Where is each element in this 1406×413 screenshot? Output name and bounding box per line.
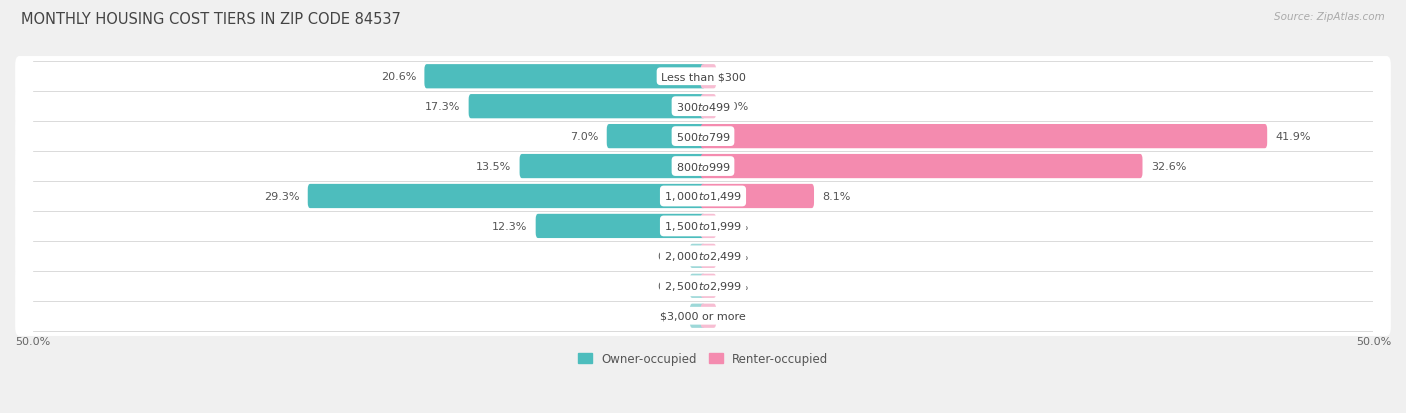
Text: $1,500 to $1,999: $1,500 to $1,999 (664, 220, 742, 233)
FancyBboxPatch shape (15, 116, 1391, 157)
Legend: Owner-occupied, Renter-occupied: Owner-occupied, Renter-occupied (572, 348, 834, 370)
FancyBboxPatch shape (15, 147, 1391, 187)
FancyBboxPatch shape (700, 154, 1143, 179)
FancyBboxPatch shape (607, 125, 706, 149)
FancyBboxPatch shape (700, 214, 716, 238)
FancyBboxPatch shape (520, 154, 706, 179)
Text: 0.0%: 0.0% (720, 102, 748, 112)
FancyBboxPatch shape (425, 65, 706, 89)
FancyBboxPatch shape (690, 274, 706, 298)
Text: $3,000 or more: $3,000 or more (661, 311, 745, 321)
FancyBboxPatch shape (700, 65, 716, 89)
Text: 12.3%: 12.3% (492, 221, 527, 231)
FancyBboxPatch shape (15, 206, 1391, 247)
FancyBboxPatch shape (700, 125, 1267, 149)
FancyBboxPatch shape (700, 304, 716, 328)
Text: 0.0%: 0.0% (720, 221, 748, 231)
FancyBboxPatch shape (700, 95, 716, 119)
FancyBboxPatch shape (690, 244, 706, 268)
FancyBboxPatch shape (15, 296, 1391, 336)
FancyBboxPatch shape (700, 244, 716, 268)
FancyBboxPatch shape (700, 185, 814, 209)
Text: 0.0%: 0.0% (658, 311, 686, 321)
Text: 0.0%: 0.0% (720, 72, 748, 82)
Text: 32.6%: 32.6% (1150, 161, 1187, 172)
Text: Less than $300: Less than $300 (661, 72, 745, 82)
FancyBboxPatch shape (15, 236, 1391, 276)
Text: 29.3%: 29.3% (264, 192, 299, 202)
Text: 0.0%: 0.0% (658, 281, 686, 291)
FancyBboxPatch shape (700, 274, 716, 298)
FancyBboxPatch shape (308, 185, 706, 209)
FancyBboxPatch shape (536, 214, 706, 238)
Text: 0.0%: 0.0% (720, 311, 748, 321)
FancyBboxPatch shape (690, 304, 706, 328)
Text: 20.6%: 20.6% (381, 72, 416, 82)
Text: 7.0%: 7.0% (569, 132, 599, 142)
FancyBboxPatch shape (15, 176, 1391, 217)
Text: $2,500 to $2,999: $2,500 to $2,999 (664, 280, 742, 292)
Text: 0.0%: 0.0% (720, 251, 748, 261)
Text: 0.0%: 0.0% (720, 281, 748, 291)
FancyBboxPatch shape (15, 266, 1391, 306)
Text: $800 to $999: $800 to $999 (675, 161, 731, 173)
Text: MONTHLY HOUSING COST TIERS IN ZIP CODE 84537: MONTHLY HOUSING COST TIERS IN ZIP CODE 8… (21, 12, 401, 27)
Text: $500 to $799: $500 to $799 (675, 131, 731, 143)
Text: 8.1%: 8.1% (823, 192, 851, 202)
Text: $1,000 to $1,499: $1,000 to $1,499 (664, 190, 742, 203)
Text: 17.3%: 17.3% (425, 102, 460, 112)
Text: $300 to $499: $300 to $499 (675, 101, 731, 113)
FancyBboxPatch shape (15, 87, 1391, 127)
Text: $2,000 to $2,499: $2,000 to $2,499 (664, 250, 742, 263)
Text: 41.9%: 41.9% (1275, 132, 1310, 142)
Text: 13.5%: 13.5% (477, 161, 512, 172)
FancyBboxPatch shape (468, 95, 706, 119)
FancyBboxPatch shape (15, 57, 1391, 97)
Text: Source: ZipAtlas.com: Source: ZipAtlas.com (1274, 12, 1385, 22)
Text: 0.0%: 0.0% (658, 251, 686, 261)
